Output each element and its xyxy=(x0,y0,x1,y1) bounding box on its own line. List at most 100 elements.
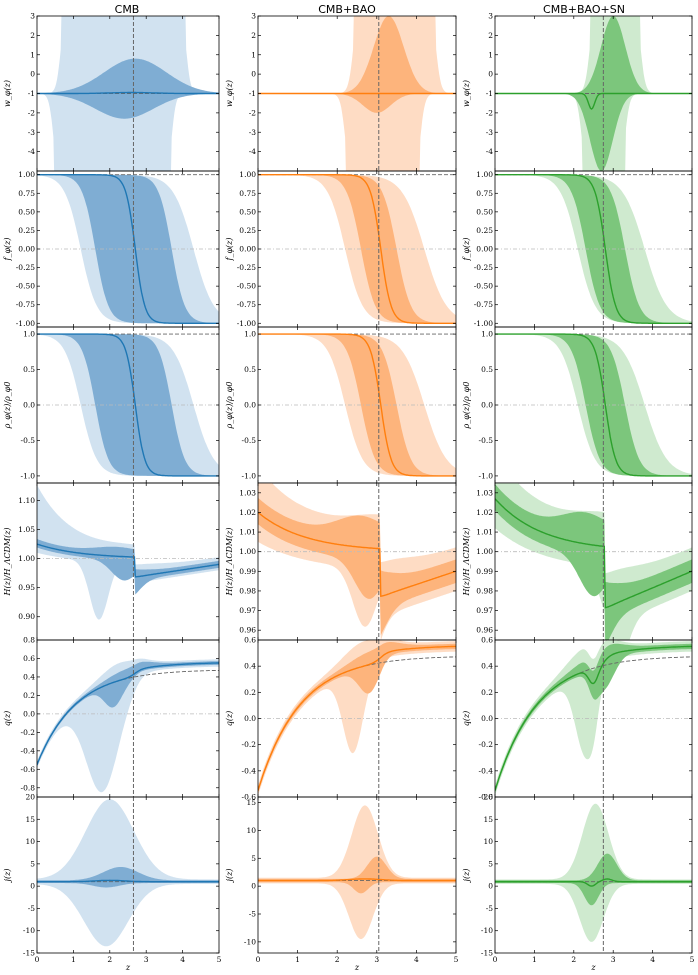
inner-band xyxy=(258,174,456,324)
panel-r4-c2: -0.6 -0.4 -0.2 0.0 0.2 0.4 0.6 q(z) xyxy=(462,636,693,802)
y-tick-label: -0.75 xyxy=(474,300,493,309)
inner-band xyxy=(258,642,456,794)
y-tick-label: -0.8 xyxy=(21,783,36,792)
y-axis-label: j(z) xyxy=(462,869,471,884)
y-tick-label: -0.75 xyxy=(16,300,35,309)
panel-r3-c2: 0.96 0.97 0.98 0.99 1.00 1.01 1.02 1.03 H(z)/H_Λ… xyxy=(462,482,693,641)
plot-area xyxy=(37,333,219,477)
y-tick-label: -5 xyxy=(28,904,36,913)
y-tick-label: 15 xyxy=(25,815,35,824)
y-tick-label: -0.6 xyxy=(242,793,257,802)
y-tick-label: 0.96 xyxy=(239,626,256,635)
x-axis-label: z xyxy=(354,963,360,972)
x-tick-label: 2 xyxy=(571,955,576,964)
inner-band xyxy=(495,643,692,794)
median-line xyxy=(258,174,456,324)
plot-area xyxy=(258,174,456,324)
y-tick-label: 10 xyxy=(25,837,35,846)
inner-band xyxy=(37,661,219,767)
panel-r2-c0: -1.0 -0.5 0.0 0.5 1.0 ρ_φ(z)/ρ_φ0 xyxy=(3,326,220,484)
x-tick-label: 4 xyxy=(414,955,419,964)
y-tick-label: 0.25 xyxy=(476,226,493,235)
y-tick-label: -1.0 xyxy=(242,471,257,480)
plot-area xyxy=(258,16,456,171)
y-tick-label: 1.01 xyxy=(476,528,493,537)
inner-band xyxy=(495,484,692,640)
y-tick-label: -0.25 xyxy=(237,263,256,272)
median-line xyxy=(495,878,692,887)
y-axis-label: w_φ(z) xyxy=(462,80,471,107)
y-tick-label: -0.50 xyxy=(237,282,256,291)
y-tick-label: 0.4 xyxy=(481,662,493,671)
y-tick-label: -5 xyxy=(486,904,494,913)
column-title-cmb-bao-sn: CMB+BAO+SN xyxy=(543,3,625,16)
y-tick-label: 1 xyxy=(488,50,493,59)
inner-band xyxy=(258,16,456,113)
panel-r4-c0: -0.8 -0.6 -0.4 -0.2 0.0 0.2 0.4 0.6 0.8 q(z) xyxy=(3,636,220,798)
y-tick-label: 0.0 xyxy=(23,401,35,410)
y-tick-label: -1.00 xyxy=(237,319,256,328)
inner-band xyxy=(495,174,692,324)
y-tick-label: 1.10 xyxy=(18,496,35,505)
y-tick-label: -1.0 xyxy=(479,471,494,480)
y-tick-label: 0.0 xyxy=(481,714,493,723)
y-tick-label: -0.4 xyxy=(21,746,36,755)
y-tick-label: 1.0 xyxy=(244,330,256,339)
y-tick-label: 1.0 xyxy=(481,330,493,339)
y-tick-label: 0.4 xyxy=(244,662,256,671)
y-tick-label: -0.6 xyxy=(479,793,494,802)
y-tick-label: 0.0 xyxy=(481,401,493,410)
y-axis-label: H(z)/H_ΛCDM(z) xyxy=(3,527,12,596)
y-tick-label: 1.00 xyxy=(239,547,256,556)
inner-band xyxy=(258,856,456,894)
x-tick-label: 3 xyxy=(374,955,379,964)
y-axis-label: w_φ(z) xyxy=(225,80,234,107)
y-tick-label: -0.25 xyxy=(16,263,35,272)
plot-area xyxy=(258,805,456,940)
y-tick-label: 0.0 xyxy=(244,714,256,723)
median-line xyxy=(495,174,692,324)
y-tick-label: -10 xyxy=(481,926,493,935)
y-tick-label: 1.03 xyxy=(239,488,256,497)
y-tick-label: 1.05 xyxy=(18,525,35,534)
panel-r2-c2: -1.0 -0.5 0.0 0.5 1.0 ρ_φ(z)/ρ_φ0 xyxy=(462,326,693,484)
y-tick-label: 1.02 xyxy=(476,508,493,517)
median-line xyxy=(37,333,219,477)
y-tick-label: -1.00 xyxy=(16,319,35,328)
y-tick-label: -3 xyxy=(249,128,257,137)
inner-band xyxy=(495,853,692,906)
y-tick-label: 0 xyxy=(488,882,493,891)
y-tick-label: 0.99 xyxy=(476,567,493,576)
median-line xyxy=(37,879,219,883)
y-tick-label: 3 xyxy=(30,12,35,21)
y-tick-label: -1.0 xyxy=(21,471,36,480)
column-title-cmb: CMB xyxy=(115,3,140,16)
y-tick-label: 0.98 xyxy=(239,586,256,595)
y-tick-label: -0.4 xyxy=(479,766,494,775)
y-tick-label: 0.75 xyxy=(476,189,493,198)
panel-r4-c1: -0.6 -0.4 -0.2 0.0 0.2 0.4 0.6 q(z) xyxy=(225,636,457,802)
y-tick-label: 0.00 xyxy=(239,245,256,254)
y-tick-label: 0.2 xyxy=(23,691,35,700)
x-tick-label: 4 xyxy=(650,955,655,964)
y-tick-label: 0.00 xyxy=(18,245,35,254)
plot-area xyxy=(495,16,692,171)
y-tick-label: 0.50 xyxy=(18,207,35,216)
y-tick-label: -0.2 xyxy=(21,728,36,737)
x-tick-label: 1 xyxy=(295,955,300,964)
y-tick-label: 0.25 xyxy=(239,226,256,235)
plot-area xyxy=(258,640,456,796)
x-tick-label: 0 xyxy=(35,955,40,964)
y-tick-label: -0.6 xyxy=(21,765,36,774)
y-tick-label: -0.4 xyxy=(242,766,257,775)
y-tick-label: 0.50 xyxy=(476,207,493,216)
y-tick-label: 0.99 xyxy=(239,567,256,576)
x-axis-label: z xyxy=(590,963,596,972)
x-tick-label: 0 xyxy=(493,955,498,964)
y-tick-label: 0.6 xyxy=(244,636,256,645)
median-line xyxy=(258,878,456,882)
panel-r3-c0: 0.90 0.95 1.00 1.05 1.10 H(z)/H_ΛCDM(z) xyxy=(3,482,220,641)
y-tick-label: -5 xyxy=(249,910,257,919)
y-tick-label: 0 xyxy=(251,70,256,79)
panel-r3-c1: 0.96 0.97 0.98 0.99 1.00 1.01 1.02 1.03 H(z)/H_Λ… xyxy=(225,482,457,641)
